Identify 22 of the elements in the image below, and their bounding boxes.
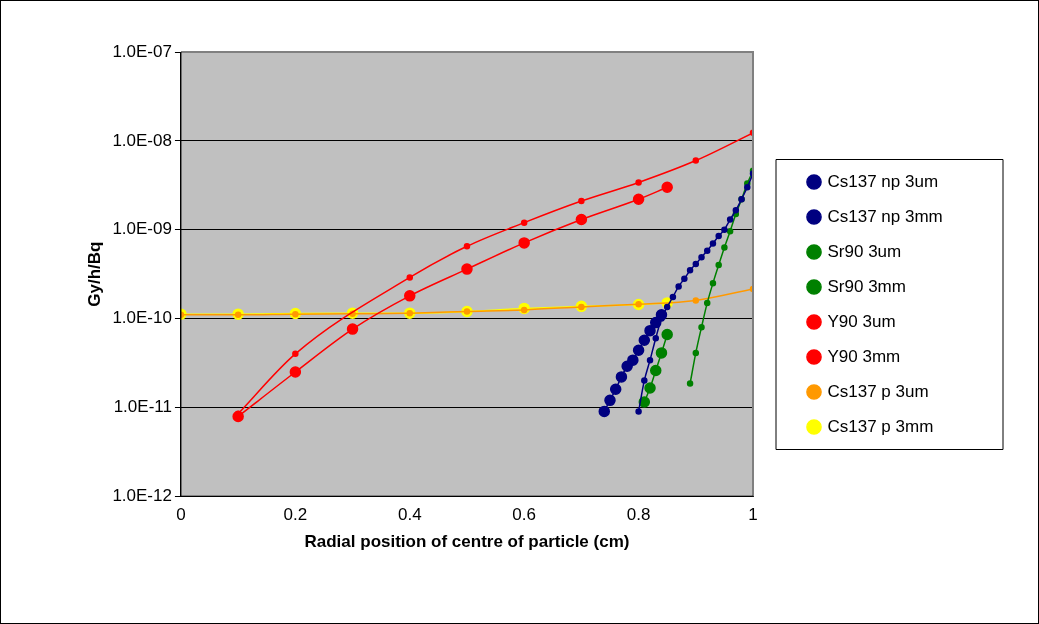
legend-label: Cs137 np 3um [827,171,939,191]
y-tick-label: 1.0E-11 [113,397,172,417]
y-tick-label: 1.0E-10 [112,308,172,328]
legend-label: Sr90 3mm [827,276,906,296]
x-tick-label: 0 [176,505,186,525]
legend-label: Cs137 np 3mm [827,206,943,226]
y-axis-title: Gy/h/Bq [84,241,104,307]
x-tick-label: 0.2 [283,505,308,525]
legend-label: Sr90 3um [827,241,902,261]
x-tick-label: 0.8 [626,505,651,525]
x-tick-label: 0.4 [397,505,422,525]
legend-label: Y90 3mm [827,346,901,366]
y-tick-label: 1.0E-12 [112,485,172,505]
y-tick-label: 1.0E-07 [112,41,172,61]
y-tick-label: 1.0E-09 [112,219,172,239]
legend-label: Cs137 p 3mm [827,416,934,436]
legend-label: Y90 3um [827,311,896,331]
y-tick-label: 1.0E-08 [112,130,172,150]
x-axis-title: Radial position of centre of particle (cm) [304,532,630,552]
x-tick-label: 1 [748,505,758,525]
legend-label: Cs137 p 3um [827,381,929,401]
x-tick-label: 0.6 [512,505,536,525]
